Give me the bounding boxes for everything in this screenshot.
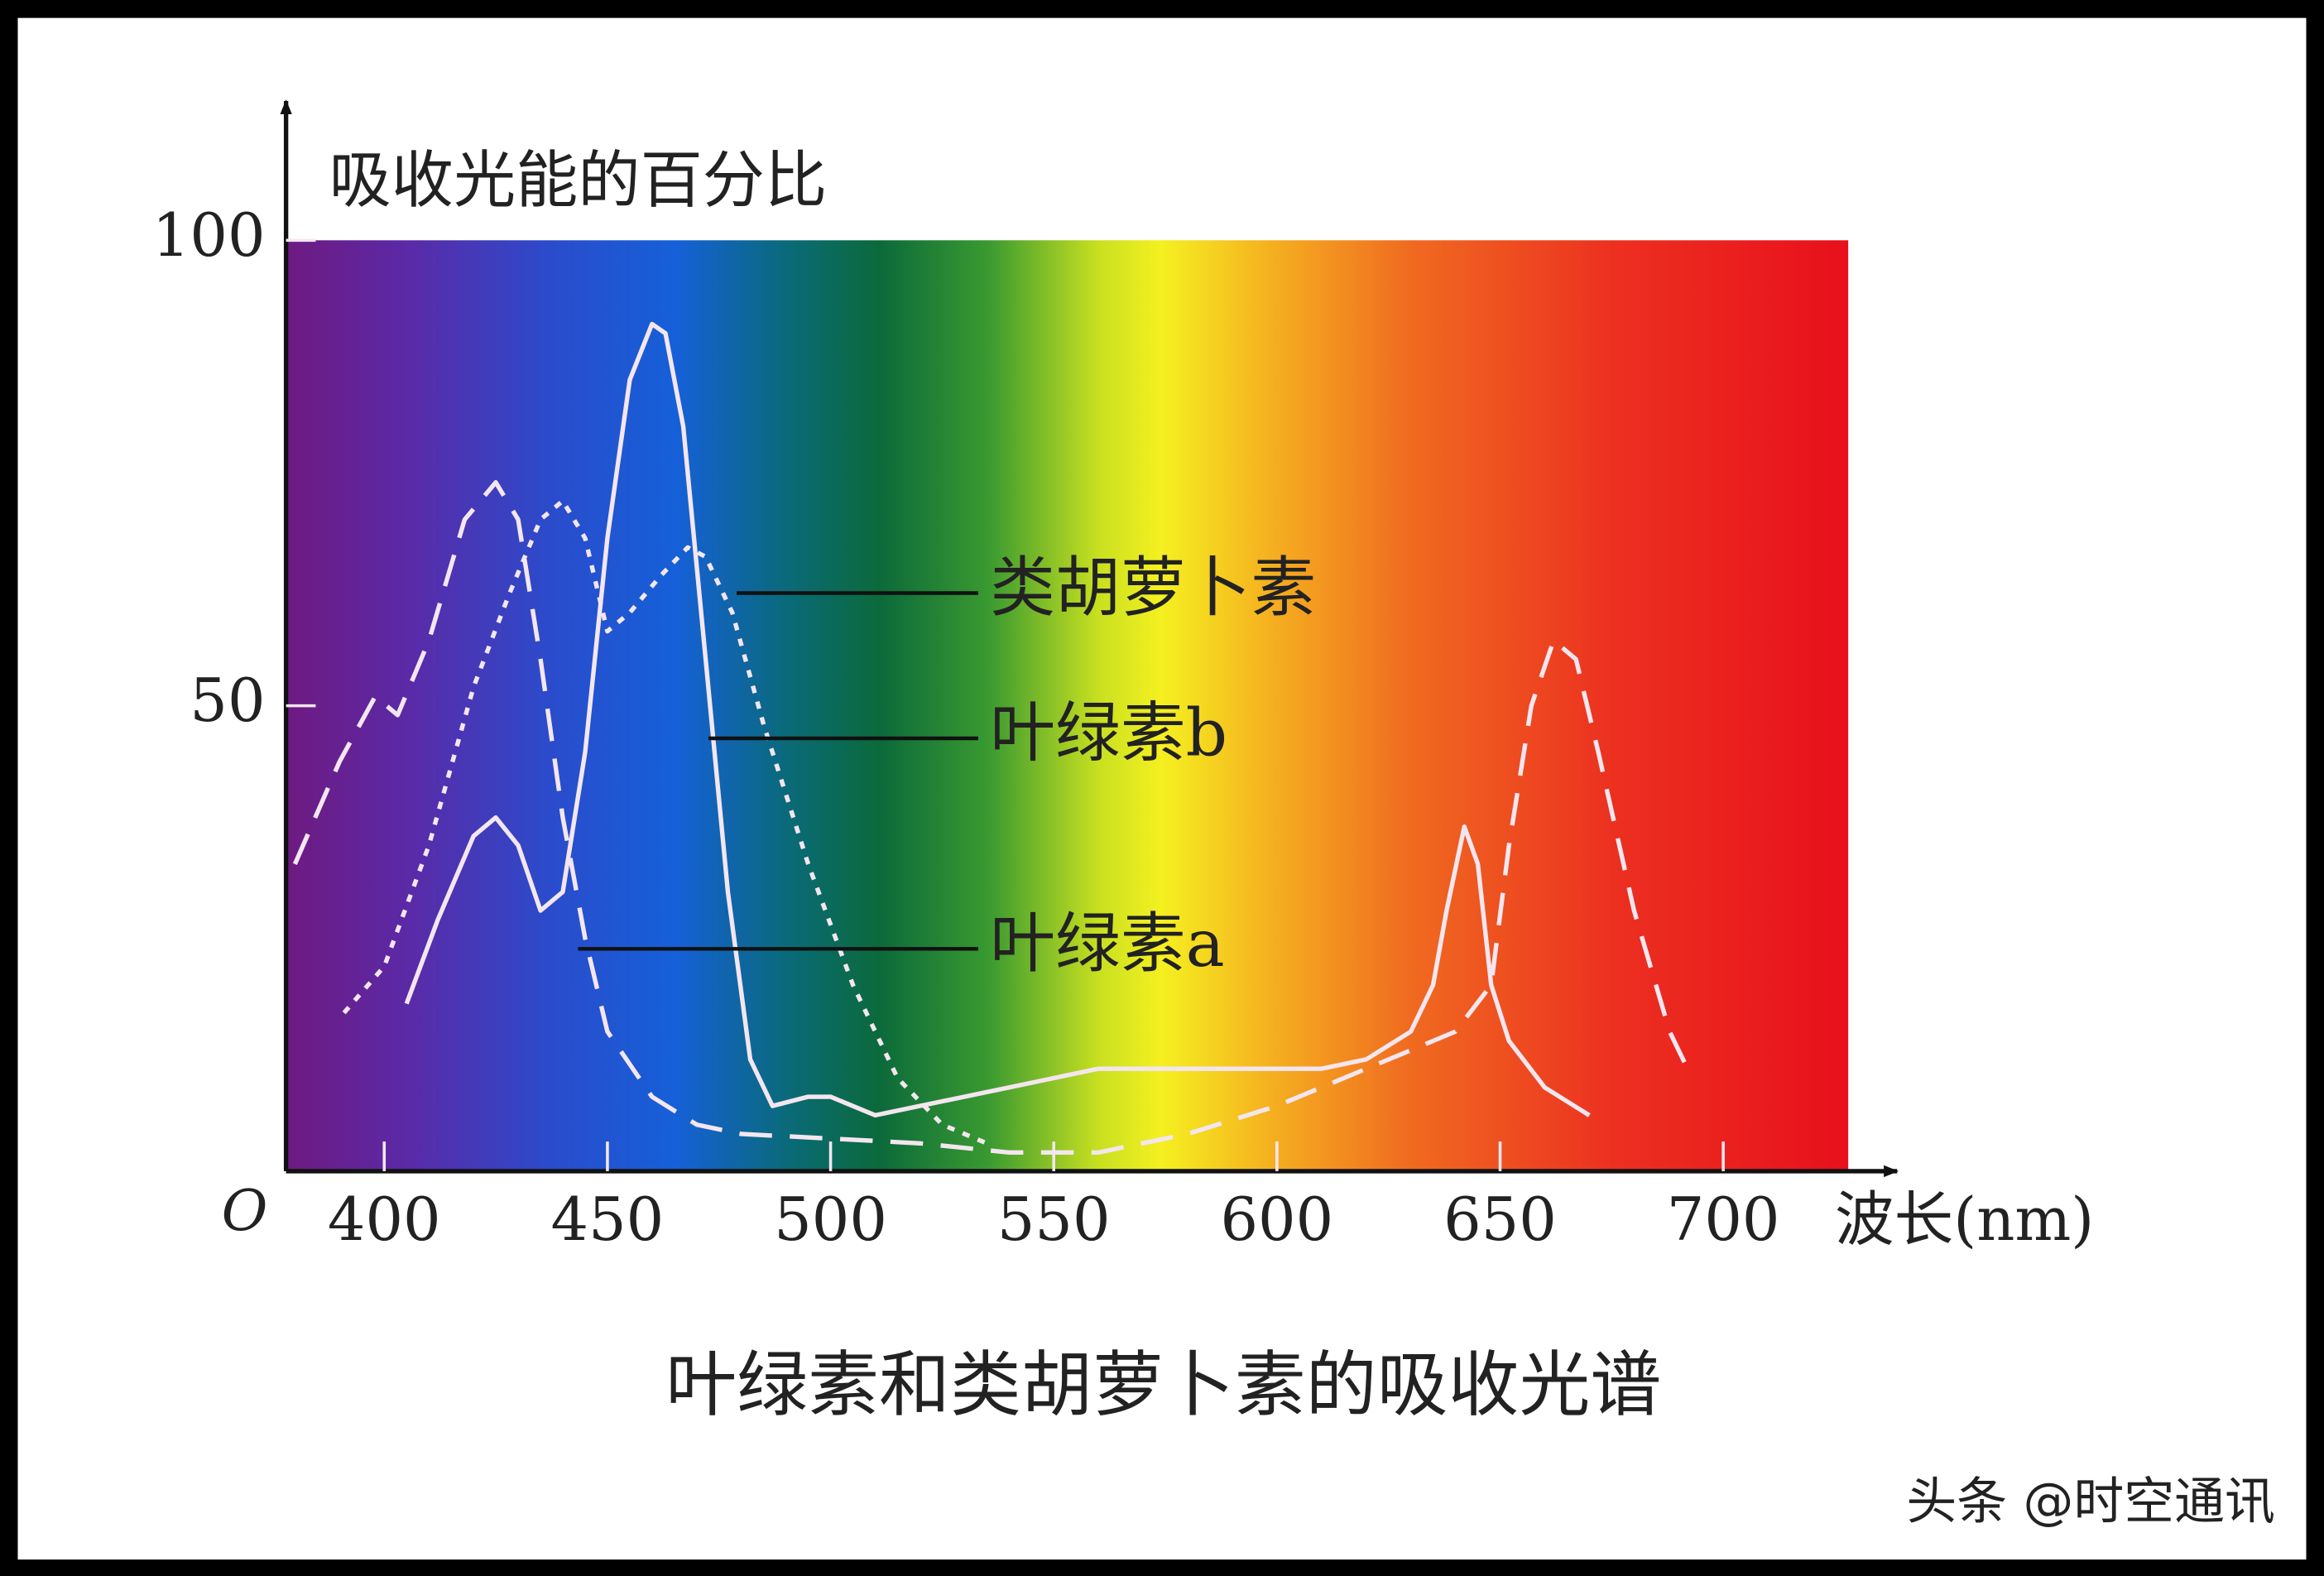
series-line [342, 498, 988, 1146]
chart-title: 叶绿素和类胡萝卜素的吸收光谱 [665, 1343, 1661, 1426]
series-label: 叶绿素b [990, 695, 1227, 771]
x-tick-label: 650 [1443, 1185, 1557, 1254]
y-axis-label: 吸收光能的百分比 [329, 143, 828, 216]
y-tick-label: 50 [190, 666, 265, 735]
y-tick-label: 100 [152, 201, 266, 270]
series-line [292, 480, 1694, 1156]
x-tick-label: 600 [1220, 1185, 1333, 1254]
x-tick-label: 400 [328, 1185, 441, 1254]
watermark: 头条 @时空通讯 [1906, 1472, 2274, 1530]
series-label: 叶绿素a [990, 906, 1224, 982]
x-tick-label: 450 [551, 1185, 665, 1254]
x-axis-label: 波长(nm) [1835, 1185, 2094, 1254]
x-tick-label: 500 [774, 1185, 887, 1254]
series-line [404, 321, 1591, 1118]
x-tick-label: 700 [1667, 1185, 1780, 1254]
origin-label: O [222, 1179, 268, 1244]
series-label: 类胡萝卜素 [990, 550, 1316, 626]
x-tick-label: 550 [997, 1185, 1111, 1254]
